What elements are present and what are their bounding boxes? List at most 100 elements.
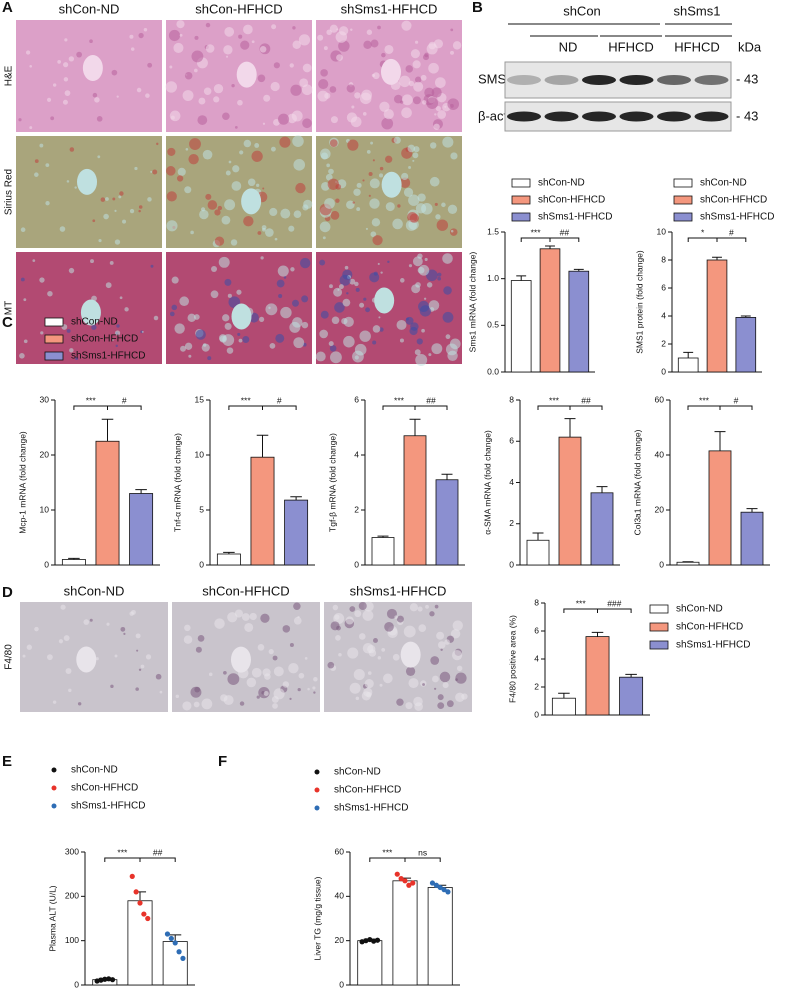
micrograph-texture — [130, 47, 135, 51]
micrograph-texture — [362, 179, 365, 182]
micrograph-texture — [343, 335, 355, 348]
bar — [590, 492, 614, 566]
micrograph-texture — [145, 654, 152, 660]
blot-band — [507, 111, 541, 122]
micrograph-texture — [363, 297, 367, 301]
micrograph-texture — [211, 265, 218, 272]
micrograph-texture — [177, 167, 186, 176]
micrograph-texture — [262, 227, 266, 232]
bar — [568, 270, 590, 373]
micrograph-texture — [361, 691, 371, 701]
micrograph-texture — [446, 700, 454, 708]
significance-bracket — [687, 237, 718, 242]
data-point — [168, 935, 174, 942]
y-tick-label: 0 — [44, 559, 49, 569]
micrograph-texture — [239, 701, 245, 706]
micrograph-texture — [425, 604, 429, 609]
micrograph-texture — [262, 122, 266, 125]
micrograph-texture — [123, 632, 126, 635]
micrograph-texture — [227, 673, 240, 685]
micrograph-texture — [292, 299, 299, 307]
micrograph-texture — [111, 339, 114, 342]
micrograph-texture — [218, 256, 230, 268]
micrograph-texture — [131, 609, 136, 615]
micrograph-texture — [334, 302, 345, 313]
micrograph-texture — [434, 113, 437, 116]
error-bar — [532, 532, 544, 541]
significance-bracket — [369, 857, 406, 862]
micrograph-texture — [353, 669, 365, 681]
micrograph-texture — [428, 62, 439, 74]
micrograph-texture — [430, 142, 437, 149]
micrograph-texture — [338, 40, 350, 52]
micrograph-texture — [184, 71, 193, 80]
bar — [539, 248, 561, 373]
y-tick-label: 6 — [534, 625, 539, 635]
micrograph-texture — [399, 100, 404, 104]
micrograph-texture — [447, 98, 460, 110]
micrograph-texture — [230, 239, 238, 246]
micrograph-texture — [441, 202, 446, 208]
legend-label: shCon-ND — [676, 604, 723, 615]
micrograph-texture — [100, 197, 106, 202]
micrograph-texture — [227, 293, 232, 298]
micrograph-texture — [450, 629, 461, 639]
legend-label: shSms1-HFHCD — [676, 640, 750, 651]
blot-image — [504, 61, 732, 132]
micrograph-texture — [330, 116, 338, 124]
legend-swatch — [511, 195, 531, 205]
significance-bracket — [107, 405, 142, 410]
micrograph-texture — [358, 601, 367, 611]
micrograph-texture — [320, 148, 331, 160]
legend-swatch — [673, 178, 693, 188]
data-point — [176, 949, 182, 955]
significance-label: ## — [426, 395, 436, 405]
micrograph-texture — [114, 209, 117, 212]
micrograph-texture — [371, 73, 376, 78]
micrograph-texture — [270, 81, 280, 92]
legend-label: shCon-HFHCD — [334, 785, 401, 796]
micrograph-texture — [408, 678, 419, 689]
micrograph-texture — [169, 311, 175, 317]
bar — [510, 280, 532, 373]
error-bar — [683, 351, 694, 358]
legend-label: shSms1-HFHCD — [334, 803, 408, 814]
y-tick-label: 30 — [40, 394, 50, 404]
y-tick-label: 0 — [661, 366, 666, 376]
legend-label: shCon-HFHCD — [71, 334, 138, 345]
micrograph-texture — [185, 147, 189, 151]
data-point — [429, 880, 436, 886]
micrograph-texture — [456, 665, 463, 672]
micrograph-texture — [207, 200, 218, 210]
bar — [706, 259, 728, 373]
micrograph-texture — [112, 197, 116, 201]
micrograph-texture — [405, 65, 413, 73]
micrograph-texture — [292, 317, 303, 328]
micrograph-texture — [94, 97, 100, 103]
micrograph-texture — [58, 639, 64, 644]
y-tick-label: 200 — [65, 891, 79, 901]
blot-band — [507, 75, 541, 85]
micrograph-texture — [366, 149, 371, 154]
bar — [284, 499, 309, 566]
micrograph-texture — [336, 28, 339, 31]
data-point — [394, 871, 400, 877]
significance-bracket — [404, 857, 441, 862]
micrograph-texture — [437, 702, 445, 710]
micrograph-texture — [23, 298, 27, 302]
micrograph-texture — [20, 227, 26, 233]
micrograph-texture — [401, 107, 412, 119]
micrograph-texture — [238, 338, 243, 343]
micrograph-texture — [278, 113, 290, 125]
micrograph-texture — [184, 624, 191, 632]
micrograph-texture — [168, 29, 181, 42]
micrograph-texture — [354, 281, 359, 287]
y-axis-label: Liver TG (mg/g tissue) — [312, 876, 322, 960]
micrograph-texture — [293, 602, 301, 611]
micrograph-texture — [450, 50, 454, 55]
data-point — [94, 978, 100, 984]
micrograph-texture — [187, 313, 196, 323]
micrograph-texture — [442, 682, 449, 689]
micrograph-texture — [272, 703, 278, 709]
